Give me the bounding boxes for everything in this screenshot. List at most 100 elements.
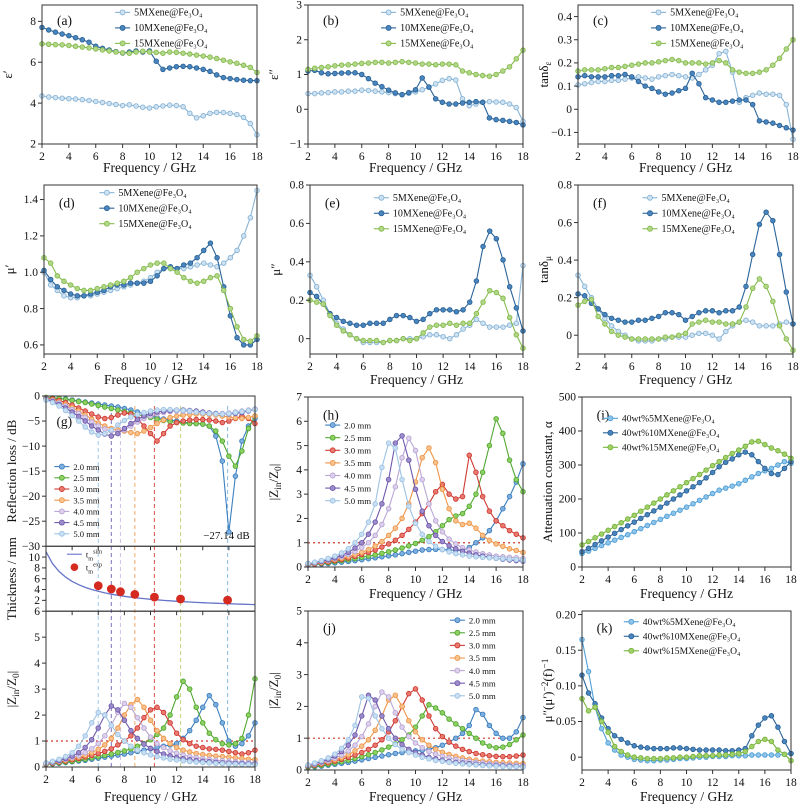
svg-text:10: 10 xyxy=(145,361,157,373)
svg-text:4: 4 xyxy=(605,777,611,789)
svg-text:300: 300 xyxy=(559,460,577,472)
svg-text:2: 2 xyxy=(307,361,313,373)
svg-text:6: 6 xyxy=(30,57,36,69)
svg-text:3: 3 xyxy=(296,489,302,501)
svg-text:16: 16 xyxy=(223,774,235,786)
svg-text:Frequency / GHz: Frequency / GHz xyxy=(104,372,197,387)
svg-text:Frequency / GHz: Frequency / GHz xyxy=(640,789,733,804)
svg-text:0.15: 0.15 xyxy=(556,645,576,657)
svg-text:2: 2 xyxy=(34,595,40,607)
svg-text:40wt%10MXene@Fe₃O₄: 40wt%10MXene@Fe₃O₄ xyxy=(643,631,741,642)
svg-text:4: 4 xyxy=(34,658,40,670)
svg-text:15MXene@Fe₃O₄: 15MXene@Fe₃O₄ xyxy=(118,219,192,230)
svg-text:0.6: 0.6 xyxy=(558,217,573,229)
svg-text:16: 16 xyxy=(490,574,502,586)
svg-text:2.5 mm: 2.5 mm xyxy=(344,433,371,443)
svg-text:0: 0 xyxy=(570,562,576,574)
svg-text:40wt%5MXene@Fe₃O₄: 40wt%5MXene@Fe₃O₄ xyxy=(643,617,736,628)
svg-text:2: 2 xyxy=(43,774,49,786)
svg-text:tanδμ: tanδμ xyxy=(536,256,554,283)
svg-text:16: 16 xyxy=(491,361,503,373)
svg-text:15MXene@Fe₃O₄: 15MXene@Fe₃O₄ xyxy=(662,224,736,235)
svg-text:(h): (h) xyxy=(323,408,339,423)
svg-text:(i): (i) xyxy=(597,408,610,423)
svg-text:2: 2 xyxy=(305,151,311,163)
svg-text:3: 3 xyxy=(296,0,302,12)
svg-text:4.0 mm: 4.0 mm xyxy=(344,471,371,481)
svg-text:12: 12 xyxy=(707,151,719,163)
svg-text:10MXene@Fe₃O₄: 10MXene@Fe₃O₄ xyxy=(134,23,208,34)
svg-text:2.0 mm: 2.0 mm xyxy=(73,462,100,472)
svg-text:5MXene@Fe₃O₄: 5MXene@Fe₃O₄ xyxy=(393,193,462,204)
svg-text:2: 2 xyxy=(30,139,36,151)
svg-text:−30: −30 xyxy=(22,541,40,553)
svg-text:16: 16 xyxy=(490,777,502,789)
svg-text:8: 8 xyxy=(386,151,392,163)
svg-text:4: 4 xyxy=(296,638,302,650)
svg-text:0: 0 xyxy=(298,333,304,345)
svg-text:40wt%5MXene@Fe₃O₄: 40wt%5MXene@Fe₃O₄ xyxy=(622,414,715,425)
svg-text:5.0 mm: 5.0 mm xyxy=(73,529,100,539)
svg-text:6: 6 xyxy=(34,573,40,585)
svg-text:−10: −10 xyxy=(22,441,40,453)
svg-text:3.0 mm: 3.0 mm xyxy=(344,446,371,456)
svg-text:6: 6 xyxy=(629,151,635,163)
svg-text:18: 18 xyxy=(249,774,261,786)
svg-text:3: 3 xyxy=(34,684,40,696)
svg-text:Frequency / GHz: Frequency / GHz xyxy=(640,586,733,601)
svg-text:4: 4 xyxy=(334,361,340,373)
chart-svg-i: 2 4 6 8 10 12 14 16 18 0 100 200 300 400 500 Attenuatio… xyxy=(540,392,797,601)
svg-text:14: 14 xyxy=(464,574,476,586)
svg-text:10: 10 xyxy=(145,774,157,786)
svg-text:10MXene@Fe₃O₄: 10MXene@Fe₃O₄ xyxy=(400,23,474,34)
svg-text:(c): (c) xyxy=(593,13,608,28)
svg-text:2: 2 xyxy=(575,361,581,373)
svg-text:0: 0 xyxy=(34,762,40,774)
svg-text:2.5 mm: 2.5 mm xyxy=(73,473,100,483)
svg-text:12: 12 xyxy=(171,151,183,163)
svg-text:8: 8 xyxy=(30,16,36,28)
svg-text:2: 2 xyxy=(41,361,47,373)
svg-text:0: 0 xyxy=(34,392,40,403)
svg-text:14: 14 xyxy=(464,361,476,373)
svg-text:8: 8 xyxy=(658,574,664,586)
panel-f-magnetic-loss-tangent-chart: 2 4 6 8 10 12 14 16 18 0 0.2 0.4 0.6 0.8 tanδμ (f) 5MXen… xyxy=(534,180,800,390)
svg-text:0: 0 xyxy=(566,104,572,116)
svg-text:(f): (f) xyxy=(593,196,607,211)
svg-text:1: 1 xyxy=(296,733,302,745)
svg-text:4: 4 xyxy=(605,574,611,586)
svg-text:−0.1: −0.1 xyxy=(551,127,572,139)
svg-text:12: 12 xyxy=(707,361,719,373)
svg-text:2: 2 xyxy=(579,574,585,586)
svg-text:6: 6 xyxy=(296,416,302,428)
svg-text:0.2: 0.2 xyxy=(290,295,305,307)
svg-text:10: 10 xyxy=(144,151,156,163)
svg-text:|Zin/Z0|: |Zin/Z0| xyxy=(266,672,284,709)
svg-text:6: 6 xyxy=(359,151,365,163)
panel-g-reflection-loss-thickness-impedance-chart: 0 −5 −10 −15 −20 −25 −30 Reflection loss / dB (g… xyxy=(0,391,264,807)
svg-text:6: 6 xyxy=(95,774,101,786)
svg-text:10: 10 xyxy=(681,574,693,586)
svg-text:14: 14 xyxy=(198,361,210,373)
svg-text:8: 8 xyxy=(656,361,662,373)
svg-text:0: 0 xyxy=(296,562,302,574)
svg-text:15MXene@Fe₃O₄: 15MXene@Fe₃O₄ xyxy=(134,39,208,50)
svg-text:(k): (k) xyxy=(597,621,613,636)
svg-text:14: 14 xyxy=(464,777,476,789)
svg-text:18: 18 xyxy=(251,361,263,373)
svg-text:16: 16 xyxy=(225,361,237,373)
panel-k-eddy-current-criterion-chart: 2 4 6 8 10 12 14 16 18 0 0.05 0.10 0.15 0.20 μ″(μ′)−2(… xyxy=(534,606,800,807)
svg-text:0.8: 0.8 xyxy=(24,303,39,315)
svg-text:6: 6 xyxy=(631,574,637,586)
svg-text:14: 14 xyxy=(733,777,745,789)
svg-text:0.8: 0.8 xyxy=(290,180,305,192)
svg-text:15MXene@Fe₃O₄: 15MXene@Fe₃O₄ xyxy=(400,39,474,50)
chart-svg-g: 0 −5 −10 −15 −20 −25 −30 Reflection loss / dB (g… xyxy=(4,391,261,804)
svg-text:2.0 mm: 2.0 mm xyxy=(469,615,496,625)
svg-text:12: 12 xyxy=(707,777,719,789)
svg-text:−20: −20 xyxy=(22,491,40,503)
svg-text:(d): (d) xyxy=(59,196,75,211)
svg-text:tmsim: tmsim xyxy=(86,548,102,562)
svg-text:4: 4 xyxy=(332,777,338,789)
panel-h-impedance-match-chart: 2 4 6 8 10 12 14 16 18 0 1 2 3 4 5 6 7 |Zin/Z0| (h) 2.0 mm 2… xyxy=(266,392,530,604)
